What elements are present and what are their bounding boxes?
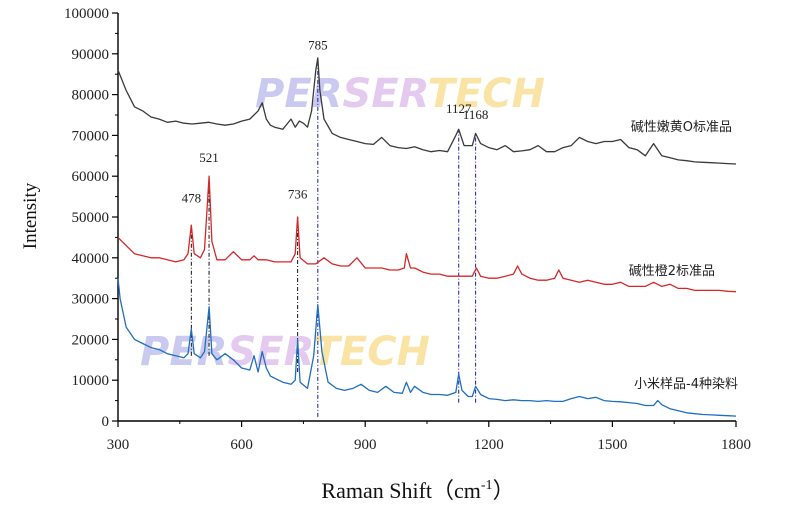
y-tick-label: 0	[102, 414, 110, 430]
x-axis-title-close: ）	[493, 478, 515, 503]
y-tick-label: 30000	[72, 292, 110, 308]
x-tick-label: 1800	[721, 437, 751, 453]
peak-label: 736	[288, 187, 308, 202]
watermark-part: SER	[342, 71, 427, 117]
watermark-part: PER	[255, 71, 342, 117]
x-tick-label: 1500	[597, 437, 627, 453]
series-line	[117, 175, 737, 293]
series-name-label: 碱性橙2标准品	[629, 264, 715, 279]
y-axis-title: Intensity	[20, 182, 41, 249]
peak-label: 785	[308, 38, 328, 53]
x-tick-label: 300	[107, 437, 130, 453]
watermark-text: PERSERTECH	[255, 71, 545, 117]
y-tick-label: 20000	[72, 332, 110, 348]
series-layer	[117, 57, 737, 417]
watermark-text: PERSERTECH	[140, 329, 430, 375]
y-tick-label: 60000	[72, 169, 110, 185]
y-tick-label: 40000	[72, 251, 110, 267]
x-axis-title-text: Raman Shift（cm	[321, 478, 480, 503]
y-tick-label: 100000	[64, 6, 109, 22]
y-tick-label: 70000	[72, 128, 110, 144]
x-axis-title-superscript: -1	[481, 478, 493, 493]
y-tick-label: 90000	[72, 47, 110, 63]
watermark-part: TECH	[428, 71, 545, 117]
x-tick-label: 600	[230, 437, 253, 453]
peak-label: 1168	[463, 107, 489, 122]
y-tick-label: 10000	[72, 373, 110, 389]
series-name-label: 碱性嫩黄O标准品	[631, 120, 732, 135]
x-tick-label: 900	[354, 437, 377, 453]
watermark-part: TECH	[313, 329, 430, 375]
series-line	[117, 278, 737, 417]
x-tick-label: 1200	[474, 437, 504, 453]
watermark-part: PER	[140, 329, 227, 375]
y-tick-label: 80000	[72, 88, 110, 104]
peak-label: 478	[182, 191, 202, 206]
x-axis-title: Raman Shift（cm-1）	[321, 478, 514, 503]
peak-label: 521	[199, 150, 219, 165]
series-line	[117, 57, 737, 165]
axes: 0 10000 20000 30000 40000 50000 60000 70000 8000…	[64, 6, 751, 453]
y-tick-label: 50000	[72, 210, 110, 226]
peak-label: 1127	[446, 101, 472, 116]
series-name-label: 小米样品-4种染料	[634, 377, 738, 392]
